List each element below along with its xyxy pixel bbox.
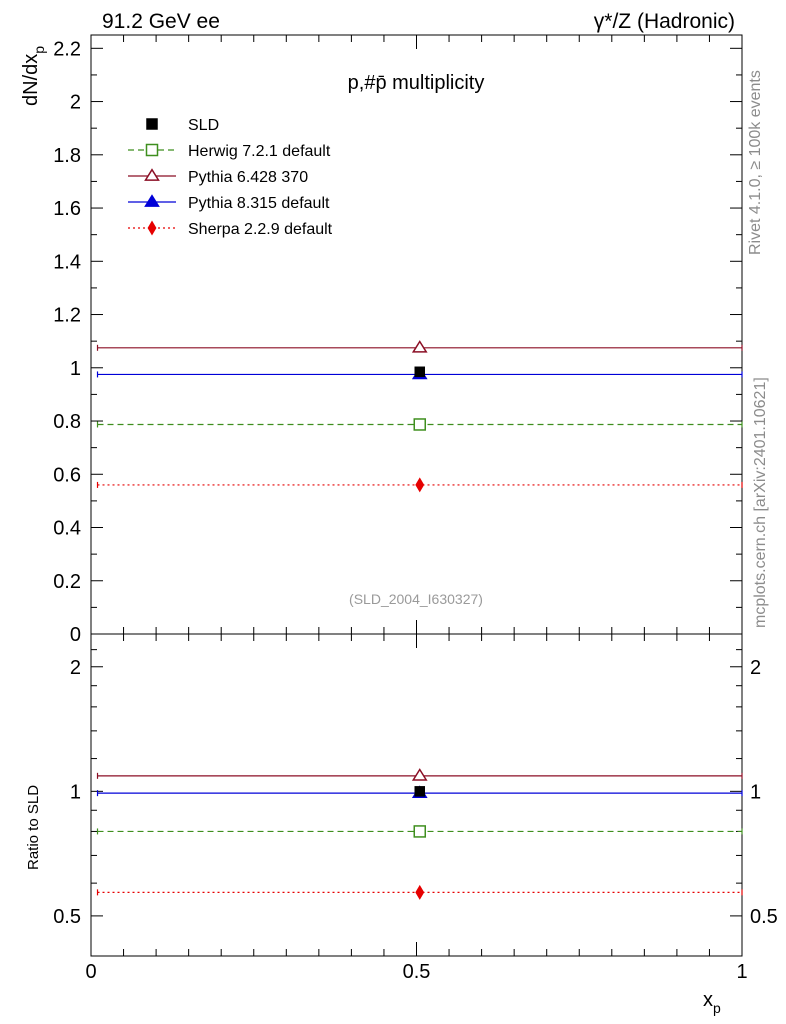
y-tick-label: 1.2 [53,305,81,327]
ratio-tick-label-left: 1 [70,781,81,803]
main-marker-sherpa-2-2-9-default [415,477,425,493]
y-tick-label: 1 [70,358,81,380]
y-tick-label: 0.8 [53,411,81,433]
ratio-marker-sld [414,786,426,797]
main-axis-ticks: 0 0.2 0.4 0.6 0.8 1 1.2 1.4 1.6 1.8 2 2.2 [53,38,742,646]
legend-marker-sherpa-2-2-9-default [147,220,157,236]
legend-label-pythia-6-428-370: Pythia 6.428 370 [188,169,308,186]
plot-title: p,#p̄ multiplicity [348,72,485,94]
y-tick-label: 0.2 [53,571,81,593]
ratio-marker-herwig-7-2-1-default [413,825,427,838]
mcplots-label: mcplots.cern.ch [arXiv:2401.10621] [752,377,769,628]
legend-marker-pythia-8-315-default [144,194,160,207]
legend-marker-sld [146,118,158,130]
ratio-tick-label-left: 2 [70,657,81,679]
header-process: γ*/Z (Hadronic) [594,10,735,33]
y-tick-label: 2.2 [53,38,81,60]
legend-label-pythia-8-315-default: Pythia 8.315 default [188,195,330,212]
x-axis-label: xp [703,989,721,1016]
ratio-tick-label-right: 1 [750,781,761,803]
y-axis-label: dN/dxp [20,46,47,106]
main-marker-sld [414,366,426,378]
legend-marker-herwig-7-2-1-default [145,143,159,157]
y-tick-label: 0.4 [53,518,81,540]
analysis-watermark: (SLD_2004_I630327) [349,591,483,607]
x-axis-ticks: 0 0.5 1 [85,35,748,983]
ratio-marker-sherpa-2-2-9-default [415,884,425,900]
y-tick-label: 1.4 [53,251,81,273]
ratio-series-layer [96,768,743,900]
main-marker-herwig-7-2-1-default [413,418,427,431]
ratio-tick-label-right: 2 [750,657,761,679]
legend-label-herwig-7-2-1-default: Herwig 7.2.1 default [188,143,331,160]
ratio-tick-label-right: 0.5 [750,906,778,928]
ratio-tick-label-left: 0.5 [53,906,81,928]
x-tick-label: 0 [85,961,96,983]
ratio-marker-pythia-6-428-370 [411,768,428,781]
main-marker-pythia-6-428-370 [411,340,428,353]
y-tick-label: 0 [70,624,81,646]
header-energy: 91.2 GeV ee [102,10,220,33]
y-tick-label: 0.6 [53,464,81,486]
ratio-axis-label: Ratio to SLD [25,785,42,870]
legend-label-sherpa-2-2-9-default: Sherpa 2.2.9 default [188,221,333,238]
y-tick-label: 2 [70,92,81,114]
main-series-layer [96,340,743,493]
y-tick-label: 1.8 [53,145,81,167]
y-tick-label: 1.6 [53,198,81,220]
rivet-label: Rivet 4.1.0, ≥ 100k events [747,70,764,255]
legend: SLD Herwig 7.2.1 default Pythia 6.428 370 P… [128,117,333,238]
legend-label-sld: SLD [188,117,219,134]
legend-marker-pythia-6-428-370 [144,168,160,181]
x-tick-label: 1 [736,961,747,983]
x-tick-label: 0.5 [403,961,431,983]
ratio-axis-ticks: 0.5 0.5 1 1 2 2 [53,633,778,957]
